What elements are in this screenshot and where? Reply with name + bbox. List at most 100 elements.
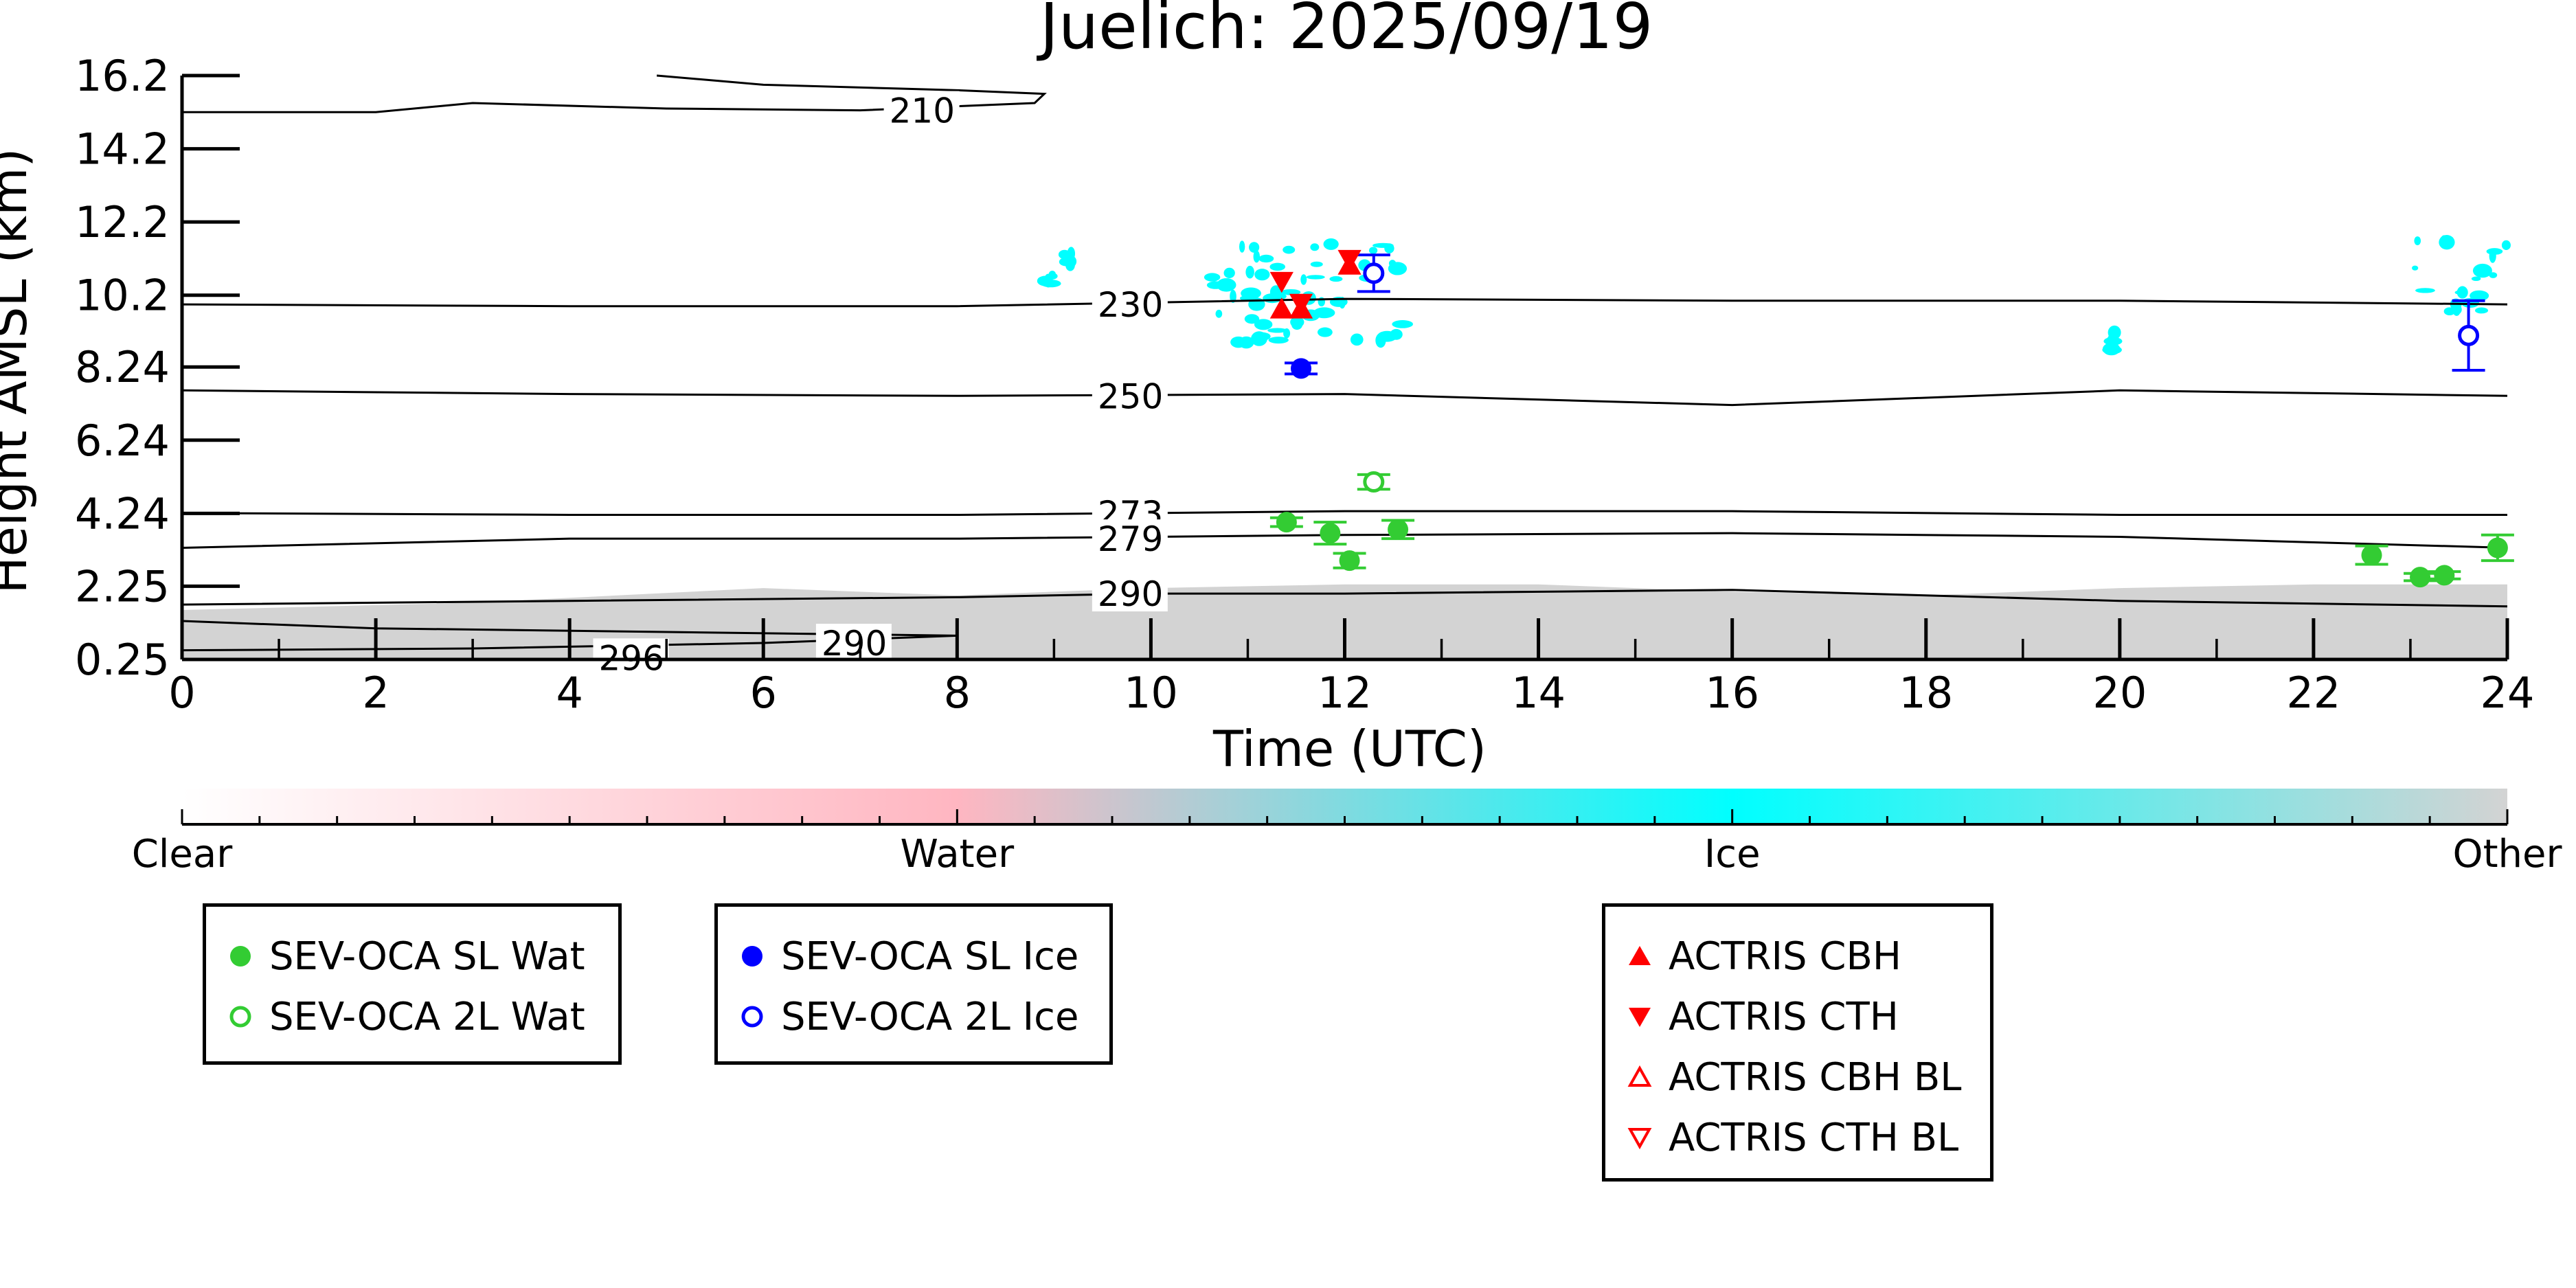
x-tick-label: 2 xyxy=(362,668,389,718)
ice-speck xyxy=(1204,273,1221,282)
ice-speck xyxy=(1244,314,1260,324)
legend-label: SEV-OCA SL Ice xyxy=(781,934,1079,979)
legend-label: SEV-OCA 2L Wat xyxy=(269,994,585,1039)
legend-item: SEV-OCA SL Ice xyxy=(732,934,1079,979)
data-point xyxy=(2458,324,2480,346)
contour-label: 230 xyxy=(1098,285,1163,325)
legend-item: ACTRIS CTH BL xyxy=(1619,1115,1959,1160)
ice-speck xyxy=(1245,265,1254,279)
colorbar-label: Water xyxy=(901,832,1015,877)
ice-speck xyxy=(1392,319,1414,328)
contour-290: 290 xyxy=(181,620,958,664)
ice-speck xyxy=(2474,307,2489,314)
data-point xyxy=(1276,512,1297,533)
ice-speck xyxy=(1253,332,1271,341)
contour-label-bg xyxy=(593,638,669,676)
ice-speck xyxy=(1388,262,1408,275)
ice-speck xyxy=(1239,240,1245,253)
legend-item: ACTRIS CBH xyxy=(1619,934,1902,979)
colorbar-label: Ice xyxy=(1704,832,1761,877)
ice-speck xyxy=(1230,289,1236,303)
contour-label-bg xyxy=(883,91,960,128)
triangle-down-icon xyxy=(1619,996,1660,1037)
data-point xyxy=(1269,271,1293,293)
ice-speck xyxy=(1329,276,1343,282)
ice-class-patch xyxy=(2412,235,2511,316)
ice-speck xyxy=(1067,256,1077,267)
data-point xyxy=(1339,550,1360,572)
ice-speck xyxy=(1310,243,1320,251)
contour-label: 250 xyxy=(1098,376,1163,416)
data-point xyxy=(1388,519,1409,540)
triangle-up-icon xyxy=(1619,936,1660,977)
ice-speck xyxy=(2470,291,2485,300)
ice-speck xyxy=(1306,275,1325,280)
ice-speck xyxy=(1280,289,1301,295)
contour-label-bg xyxy=(1092,574,1168,612)
x-tick-label: 22 xyxy=(2286,668,2340,718)
ice-speck xyxy=(1043,273,1052,288)
ice-speck xyxy=(2102,346,2122,354)
ice-speck xyxy=(1267,328,1287,333)
filled-circle-icon xyxy=(220,936,261,977)
x-tick-label: 20 xyxy=(2092,668,2147,718)
ice-speck xyxy=(1310,261,1323,267)
data-point xyxy=(1363,471,1385,493)
contour-label: 279 xyxy=(1098,519,1163,559)
legend-label: ACTRIS CTH BL xyxy=(1669,1115,1959,1160)
ice-speck xyxy=(1268,337,1289,344)
x-tick-label: 14 xyxy=(1511,668,1566,718)
ice-speck xyxy=(1368,247,1378,254)
data-point xyxy=(1337,249,1362,271)
ice-speck xyxy=(1254,319,1273,330)
ice-speck xyxy=(2454,290,2465,295)
ice-speck xyxy=(2471,276,2481,282)
ice-speck xyxy=(2440,235,2448,248)
open-circle-icon xyxy=(220,996,261,1037)
ice-speck xyxy=(2452,306,2461,316)
data-point xyxy=(1269,297,1293,319)
x-tick-label: 8 xyxy=(944,668,971,718)
legend-label: ACTRIS CTH xyxy=(1669,994,1899,1039)
ice-speck xyxy=(1283,245,1296,254)
ice-class-patch xyxy=(1037,271,1061,288)
ice-speck xyxy=(1300,274,1307,285)
open-triangle-down-icon xyxy=(1619,1117,1660,1158)
ice-speck xyxy=(1048,271,1056,278)
x-tick-label: 18 xyxy=(1899,668,1953,718)
ice-speck xyxy=(1216,278,1236,292)
contour-label-bg xyxy=(1092,285,1168,323)
contour-250: 250 xyxy=(181,376,2508,416)
x-tick-label: 16 xyxy=(1705,668,1759,718)
legend-label: ACTRIS CBH xyxy=(1669,934,1902,979)
contour-label-bg xyxy=(1092,376,1168,414)
ice-speck xyxy=(1215,309,1223,318)
ice-speck xyxy=(2412,265,2419,271)
legend-item: SEV-OCA 2L Ice xyxy=(732,995,1078,1039)
x-tick-label: 6 xyxy=(750,668,777,718)
y-tick-label: 14.2 xyxy=(75,124,170,174)
ice-speck xyxy=(1249,242,1260,253)
series-sev-oca-sl-ice xyxy=(1285,358,1318,379)
ice-speck xyxy=(1350,333,1364,346)
ice-class-patch xyxy=(1058,247,1077,271)
ice-speck xyxy=(2472,263,2492,278)
x-tick-label: 4 xyxy=(556,668,583,718)
series-sev-oca-2l-wat xyxy=(1357,471,1390,493)
data-point xyxy=(1291,358,1312,379)
open-triangle-up-icon xyxy=(1619,1057,1660,1098)
legend-label: ACTRIS CBH BL xyxy=(1669,1054,1962,1100)
series-sev-oca-2l-ice xyxy=(1357,253,2485,372)
ice-speck xyxy=(1372,242,1394,248)
x-tick-label: 0 xyxy=(168,668,195,718)
data-point xyxy=(2361,545,2382,566)
y-tick-label: 10.2 xyxy=(75,271,170,321)
ice-speck xyxy=(2486,248,2503,255)
y-tick-label: 6.24 xyxy=(75,416,170,466)
y-axis-label: Height AMSL (km) xyxy=(0,148,38,594)
data-point xyxy=(2434,565,2455,586)
y-tick-label: 16.2 xyxy=(75,51,170,101)
legend-item: ACTRIS CBH BL xyxy=(1619,1054,1962,1100)
data-point xyxy=(1320,523,1341,544)
